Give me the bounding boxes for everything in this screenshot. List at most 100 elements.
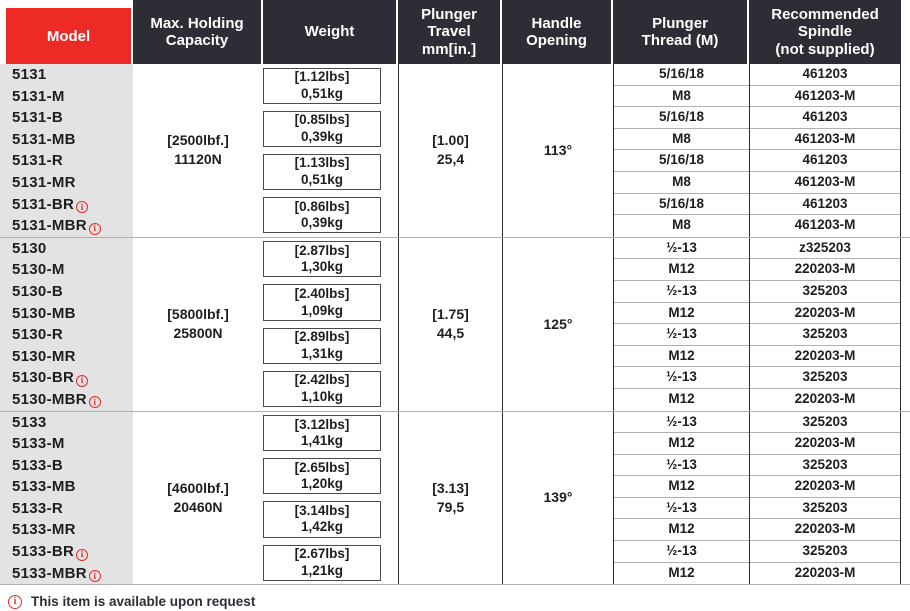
spindle-cell: 461203-M — [750, 172, 900, 194]
spindle-cell: 220203-M — [750, 519, 900, 542]
weight-cell: [3.14lbs] 1,42kg — [263, 501, 381, 538]
spindle-cell: 461203 — [750, 64, 900, 86]
weight-kg: 0,51kg — [300, 85, 344, 101]
weight-cell: [2.40lbs] 1,09kg — [263, 284, 381, 321]
header-plunger-thread: Plunger Thread (M) — [613, 0, 749, 64]
header-max-holding-capacity: Max. Holding Capacity — [133, 0, 263, 64]
model-cell: 5133-BR i — [0, 541, 133, 563]
weight-cell: [1.12lbs] 0,51kg — [263, 67, 381, 104]
weight-cell: [2.67lbs] 1,21kg — [263, 544, 381, 581]
spindle-cell: 220203-M — [750, 476, 900, 498]
model-header-cell: Model — [6, 8, 131, 64]
thread-cell: M8 — [614, 172, 749, 194]
weight-lbs: [2.42lbs] — [294, 372, 350, 388]
model-cell: 5131-MB — [0, 129, 133, 151]
spindle-cell: 325203 — [750, 498, 900, 520]
header-weight: Weight — [263, 0, 398, 64]
plunger-thread-column: ½-13 M12 ½-13 M12 ½-13 M12 ½-13 M12 — [613, 237, 749, 411]
weight-kg: 1,41kg — [300, 433, 344, 449]
thread-cell: ½-13 — [614, 412, 749, 434]
capacity-newton: 25800N — [173, 325, 223, 342]
handle-opening-value: 139° — [543, 489, 573, 506]
weight-lbs: [2.65lbs] — [294, 459, 350, 475]
model-label: 5131-BR — [12, 195, 75, 213]
weight-cell: [0.86lbs] 0,39kg — [263, 197, 381, 234]
model-label: 5133-BR — [12, 543, 75, 561]
capacity-newton: 20460N — [173, 498, 223, 515]
weight-kg: 0,39kg — [300, 128, 344, 144]
spindle-cell: z325203 — [750, 238, 900, 260]
info-icon: i — [8, 594, 22, 609]
spindle-cell: 325203 — [750, 455, 900, 477]
model-cell: 5130-BR i — [0, 367, 133, 389]
model-label: 5130-R — [12, 326, 63, 344]
model-group-5130: 5130 5130-M 5130-B 5130-MB 5130-R 5130-M… — [0, 236, 910, 411]
weight-column: [1.12lbs] 0,51kg [0.85lbs] 0,39kg [1.13lbs… — [263, 64, 398, 237]
capacity-newton: 11120N — [174, 151, 222, 168]
model-cell: 5130-B — [0, 281, 133, 303]
thread-cell: M12 — [614, 346, 749, 368]
travel-mm: 44,5 — [436, 325, 465, 342]
model-label: 5130-MBR — [12, 390, 87, 408]
model-label: 5130-BR — [12, 369, 75, 387]
plunger-travel-cell: [1.00] 25,4 — [398, 64, 502, 237]
thread-cell: M8 — [614, 129, 749, 151]
spindle-cell: 325203 — [750, 541, 900, 563]
weight-cell: [2.87lbs] 1,30kg — [263, 241, 381, 278]
model-cell: 5130-MR — [0, 346, 133, 368]
weight-lbs: [3.12lbs] — [294, 416, 350, 432]
weight-kg: 1,20kg — [300, 476, 344, 492]
spindle-cell: 461203-M — [750, 86, 900, 108]
model-cell: 5133-MR — [0, 519, 133, 541]
thread-cell: M12 — [614, 433, 749, 455]
thread-cell: M12 — [668, 564, 695, 580]
model-group-5133: 5133 5133-M 5133-B 5133-MB 5133-R 5133-M… — [0, 410, 910, 585]
info-icon: i — [76, 548, 89, 561]
spindle-cell: 220203-M — [750, 259, 900, 281]
capacity-lbf: [5800lbf.] — [167, 306, 229, 323]
plunger-thread-column: ½-13 M12 ½-13 M12 ½-13 M12 ½-13 M12 — [613, 411, 749, 585]
spindle-cell: 325203 — [750, 412, 900, 434]
header-recommended-spindle: Recommended Spindle (not supplied) — [749, 0, 901, 64]
spindle-column: 461203 461203-M 461203 461203-M 461203 4… — [749, 64, 901, 237]
plunger-thread-column: 5/16/18 M8 5/16/18 M8 5/16/18 M8 5/16/18… — [613, 64, 749, 237]
model-label: 5133-M — [12, 435, 65, 453]
spindle-cell: 220203-M — [750, 303, 900, 325]
footnote-text: This item is available upon request — [31, 594, 256, 610]
spindle-cell: 461203 — [750, 194, 900, 216]
capacity-cell: [5800lbf.] 25800N — [133, 238, 263, 411]
weight-cell: [1.13lbs] 0,51kg — [263, 153, 381, 191]
thread-cell: 5/16/18 — [614, 194, 749, 216]
weight-lbs: [2.40lbs] — [294, 286, 350, 302]
table-body: 5131 5131-M 5131-B 5131-MB 5131-R 5131-M… — [0, 64, 910, 586]
model-label: 5131 — [12, 66, 47, 83]
model-cell: 5131-MBR i — [0, 215, 133, 237]
model-cell: 5131-R — [0, 150, 133, 172]
model-cell: 5130-MB — [0, 303, 133, 325]
model-label: 5133-R — [12, 499, 63, 517]
weight-lbs: [3.14lbs] — [294, 502, 350, 518]
model-label: 5130-MR — [12, 347, 76, 365]
thread-cell: ½-13 — [614, 281, 749, 303]
weight-lbs: [2.67lbs] — [294, 546, 350, 562]
model-label: 5131-MBR — [12, 217, 87, 235]
capacity-cell: [4600lbf.] 20460N — [133, 412, 263, 585]
header-handle-opening: Handle Opening — [502, 0, 613, 64]
handle-opening-value: 125° — [543, 315, 573, 332]
weight-column: [3.12lbs] 1,41kg [2.65lbs] 1,20kg [3.14lbs… — [263, 412, 398, 585]
plunger-travel-cell: [3.13] 79,5 — [398, 411, 502, 585]
weight-kg: 0,51kg — [300, 171, 344, 187]
info-icon: i — [76, 201, 89, 214]
model-cell: 5131-BR i — [0, 194, 133, 216]
spindle-cell: 325203 — [750, 324, 900, 346]
spindle-cell: 461203 — [750, 107, 900, 129]
thread-cell: 5/16/18 — [614, 107, 749, 129]
spindle-cell: 220203-M — [750, 433, 900, 455]
weight-lbs: [1.12lbs] — [294, 69, 350, 85]
weight-lbs: [0.85lbs] — [294, 112, 350, 128]
spindle-cell: 325203 — [750, 367, 900, 389]
thread-cell: M12 — [614, 476, 749, 498]
spindle-cell: 220203-M — [794, 390, 856, 406]
travel-mm: 79,5 — [436, 498, 465, 515]
